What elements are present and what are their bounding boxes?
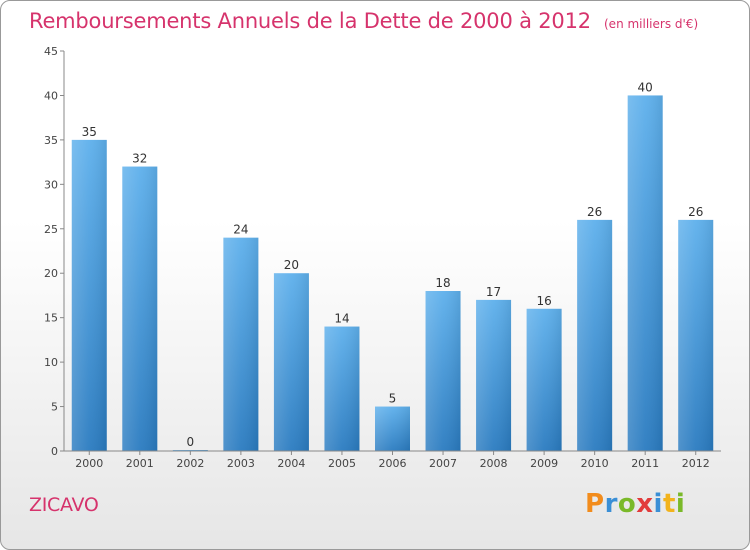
x-tick-label: 2009: [530, 457, 558, 470]
bar-shine-2001: [122, 166, 158, 452]
x-tick-label: 2001: [126, 457, 154, 470]
logo-letter: P: [585, 489, 605, 519]
chart-unit-label: (en milliers d'€): [604, 17, 699, 31]
bar-value-label: 14: [334, 312, 349, 326]
x-tick-label: 2010: [581, 457, 609, 470]
bar-shine-2006: [375, 406, 410, 451]
logo-letter: o: [617, 489, 637, 519]
x-tick-label: 2000: [75, 457, 103, 470]
y-tick-label: 25: [44, 223, 58, 236]
logo-letter: r: [604, 489, 618, 519]
x-tick-label: 2008: [480, 457, 508, 470]
bar-value-label: 26: [587, 205, 602, 219]
logo-letter: i: [675, 489, 686, 519]
logo-letter: t: [662, 489, 676, 519]
bar-value-label: 17: [486, 285, 501, 299]
bars: 35 32 0 24 20 14 5 18 17 16 26 40 26: [71, 80, 714, 452]
bar-value-label: 5: [389, 392, 397, 406]
x-tick-label: 2005: [328, 457, 356, 470]
x-tick-label: 2006: [379, 457, 407, 470]
bar-value-label: 20: [284, 258, 299, 272]
bar-chart: 0 5 10 15 20 25 30 35 40 45 35 32 0 24 20 14 5 18 17 16 26 4…: [44, 45, 721, 470]
bar-value-label: 24: [233, 223, 248, 237]
bar-shine-2011: [627, 95, 663, 451]
bar-shine-2004: [273, 273, 309, 451]
chart-title-row: Remboursements Annuels de la Dette de 20…: [29, 9, 698, 33]
y-tick-label: 15: [44, 312, 58, 325]
x-tick-label: 2007: [429, 457, 457, 470]
bar-value-label: 0: [187, 435, 195, 449]
bar-shine-2010: [577, 219, 613, 451]
bar-value-label: 35: [82, 125, 97, 139]
x-tick-label: 2002: [176, 457, 204, 470]
bar-shine-2012: [678, 219, 714, 451]
y-tick-label: 40: [44, 89, 58, 102]
bar-value-label: 16: [536, 294, 551, 308]
logo-letter: i: [653, 489, 663, 519]
bar-value-label: 40: [638, 80, 653, 94]
x-tick-label: 2011: [631, 457, 659, 470]
proxiti-logo[interactable]: Proxiti: [585, 489, 685, 519]
x-tick-label: 2004: [277, 457, 305, 470]
bar-shine-2000: [71, 139, 107, 451]
y-tick-label: 0: [51, 445, 58, 458]
logo-letter: x: [636, 489, 654, 519]
y-tick-label: 30: [44, 178, 58, 191]
x-tick-label: 2003: [227, 457, 255, 470]
x-tick-label: 2012: [682, 457, 710, 470]
bar-value-label: 18: [435, 276, 450, 290]
bar-value-label: 26: [688, 205, 703, 219]
chart-title: Remboursements Annuels de la Dette de 20…: [29, 9, 591, 33]
y-tick-label: 45: [44, 45, 58, 58]
bar-shine-2005: [324, 326, 360, 451]
bar-shine-2009: [526, 308, 562, 451]
bar-shine-2008: [476, 299, 512, 451]
y-tick-label: 5: [51, 401, 58, 414]
x-axis: 2000 2001 2002 2003 2004 2005 2006 2007 2008 2009…: [64, 450, 721, 470]
y-tick-label: 35: [44, 134, 58, 147]
commune-name: ZICAVO: [29, 494, 99, 516]
y-tick-label: 20: [44, 267, 58, 280]
bar-value-label: 32: [132, 152, 147, 166]
bar-shine-2007: [425, 291, 461, 451]
bar-shine-2003: [223, 237, 259, 451]
y-axis: 0 5 10 15 20 25 30 35 40 45: [44, 45, 65, 458]
y-tick-label: 10: [44, 356, 58, 369]
